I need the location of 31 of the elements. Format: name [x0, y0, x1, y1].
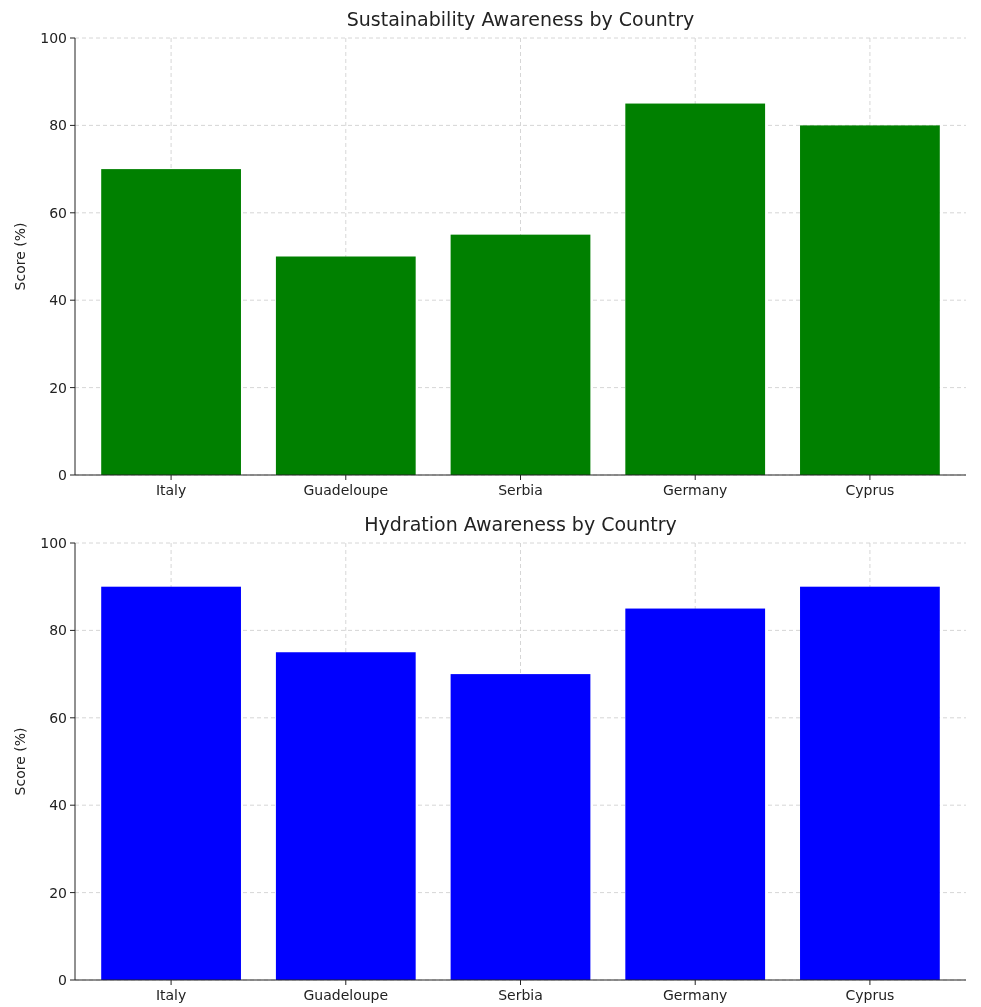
y-tick-label: 20	[49, 884, 67, 901]
chart-title: Sustainability Awareness by Country	[346, 8, 695, 30]
bar	[625, 103, 766, 475]
y-tick-label: 80	[49, 117, 67, 134]
y-tick-label: 40	[49, 797, 67, 814]
x-tick-label: Cyprus	[845, 482, 895, 498]
y-tick-label: 20	[49, 379, 67, 396]
bar	[275, 256, 416, 475]
x-tick-label: Serbia	[498, 482, 543, 498]
bar	[101, 169, 241, 475]
y-tick-label: 100	[40, 534, 67, 551]
y-tick-label: 40	[49, 292, 67, 309]
y-tick-label: 80	[49, 622, 67, 639]
x-tick-label: Serbia	[498, 987, 543, 1003]
x-tick-label: Guadeloupe	[303, 482, 389, 498]
y-tick-label: 0	[58, 971, 67, 988]
y-tick-label: 0	[58, 466, 67, 483]
chart-title: Hydration Awareness by Country	[364, 513, 677, 535]
y-tick-label: 60	[49, 204, 67, 221]
x-tick-label: Germany	[663, 987, 728, 1003]
x-tick-label: Guadeloupe	[303, 987, 389, 1003]
x-tick-label: Cyprus	[845, 987, 895, 1003]
x-tick-label: Italy	[155, 987, 187, 1003]
bar	[800, 125, 940, 475]
x-tick-label: Germany	[663, 482, 728, 498]
y-axis-title: Score (%)	[12, 222, 28, 291]
y-tick-label: 60	[49, 709, 67, 726]
bar	[450, 234, 591, 475]
y-tick-label: 100	[40, 29, 67, 46]
y-axis-title: Score (%)	[12, 727, 28, 796]
x-tick-label: Italy	[155, 482, 187, 498]
